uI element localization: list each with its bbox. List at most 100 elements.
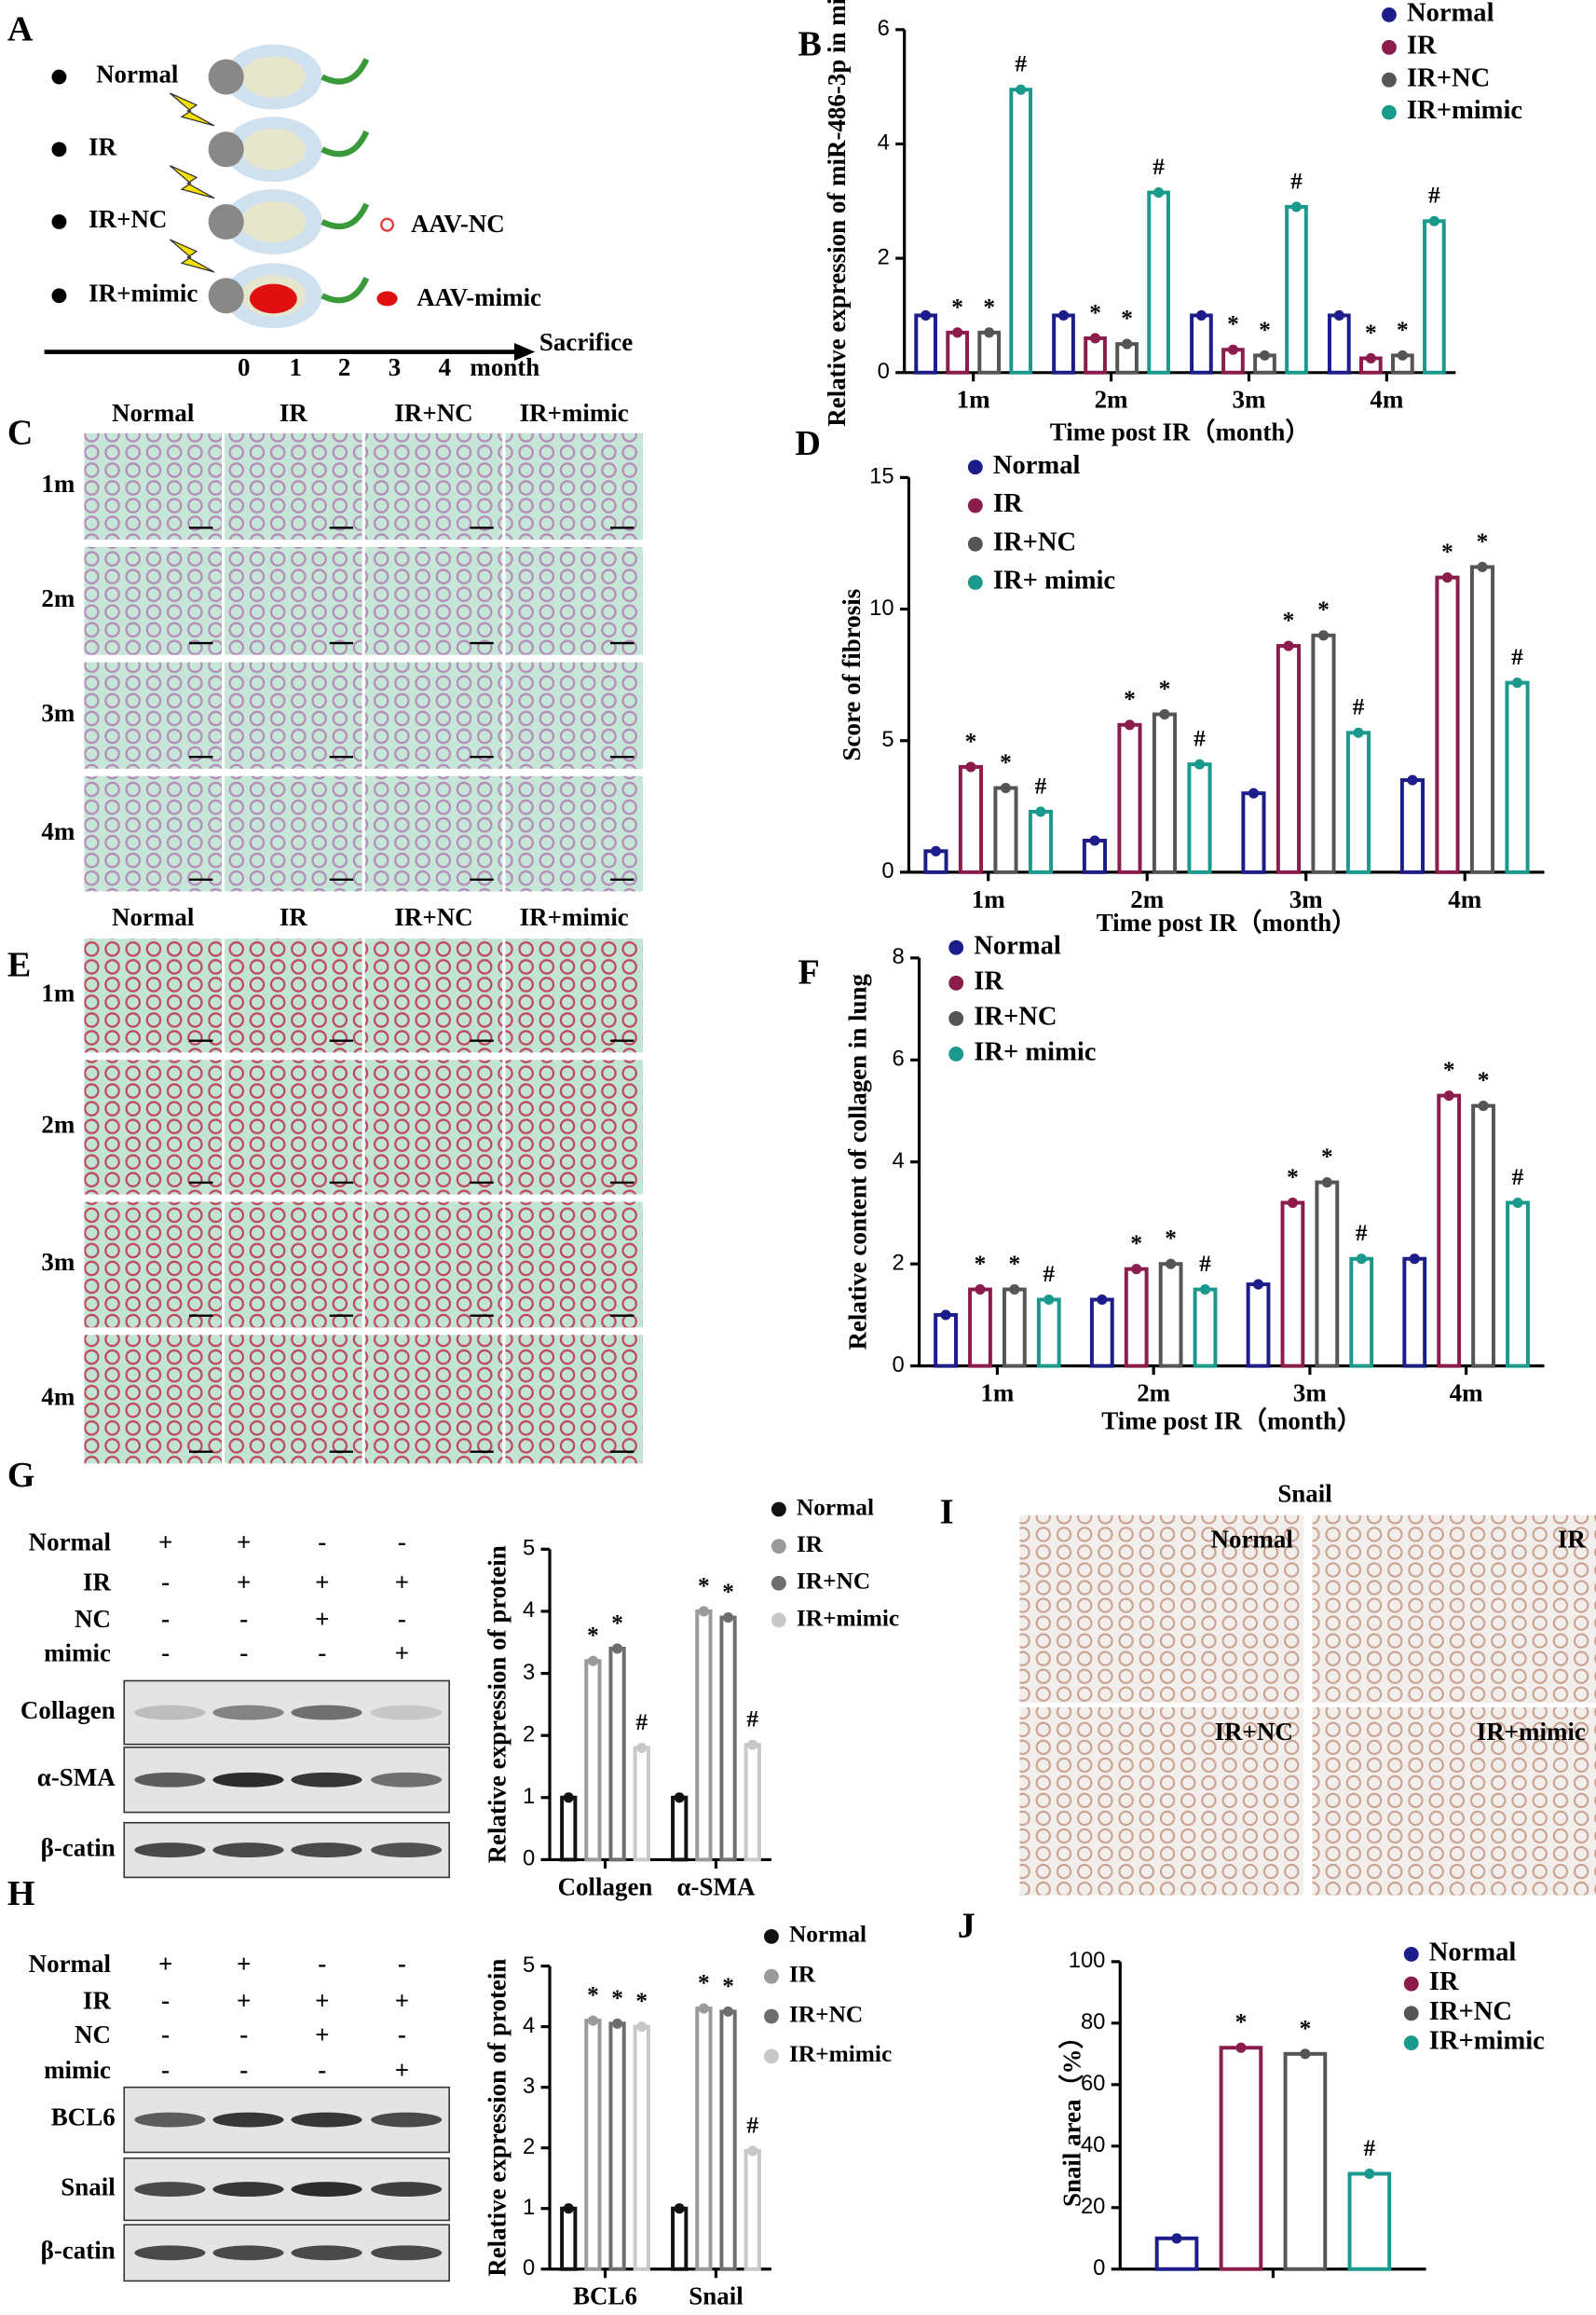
column-header: Normal bbox=[112, 903, 195, 931]
micrograph bbox=[364, 938, 503, 1053]
bar bbox=[1117, 722, 1142, 874]
tail bbox=[321, 58, 370, 85]
blot-band bbox=[212, 2245, 284, 2261]
micrograph bbox=[364, 546, 503, 655]
bar-dot bbox=[1287, 1197, 1298, 1209]
column-header: IR bbox=[280, 399, 307, 427]
bar bbox=[560, 1795, 578, 1862]
blot-band bbox=[134, 1705, 206, 1720]
protein-label: Collagen bbox=[20, 1696, 116, 1724]
legend-marker bbox=[948, 1047, 964, 1062]
significance-mark: * bbox=[698, 1970, 710, 1996]
significance-mark: * bbox=[1477, 528, 1489, 555]
condition-label: IR bbox=[83, 1568, 111, 1596]
significance-mark: # bbox=[1015, 51, 1027, 77]
bar-dot bbox=[1122, 338, 1133, 349]
condition-sign: - bbox=[161, 2056, 170, 2084]
condition-sign: + bbox=[237, 1568, 251, 1596]
significance-mark: # bbox=[1364, 2135, 1376, 2161]
micrograph bbox=[84, 1201, 222, 1328]
legend-marker bbox=[967, 536, 983, 552]
y-tick-label: 10 bbox=[869, 596, 893, 621]
bar-dot bbox=[1194, 759, 1206, 770]
y-tick-label: 0 bbox=[878, 359, 890, 384]
condition-sign: - bbox=[318, 1528, 326, 1556]
bar-dot bbox=[1166, 1258, 1177, 1269]
y-tick-label: 3 bbox=[523, 1660, 535, 1685]
legend-label: IR+mimic bbox=[1407, 96, 1522, 125]
bar-dot bbox=[1364, 2168, 1375, 2180]
row-label: 1m bbox=[41, 470, 75, 498]
blot-band bbox=[212, 2112, 284, 2128]
bar-dot bbox=[1409, 1253, 1420, 1265]
micrograph bbox=[84, 432, 222, 541]
legend-marker bbox=[1403, 1946, 1419, 1962]
bar-dot bbox=[1356, 1253, 1367, 1265]
legend-marker bbox=[771, 1501, 786, 1517]
legend-marker bbox=[948, 939, 964, 955]
y-tick-label: 1 bbox=[523, 1784, 535, 1809]
panel-letter: C bbox=[7, 414, 33, 453]
condition-sign: + bbox=[315, 1568, 329, 1596]
bar-dot bbox=[1089, 835, 1100, 846]
bar bbox=[1158, 1262, 1183, 1368]
bar bbox=[584, 2019, 602, 2271]
significance-mark: * bbox=[1317, 596, 1330, 623]
x-tick-label: Collagen bbox=[558, 1872, 653, 1900]
condition-label: NC bbox=[75, 1605, 111, 1633]
y-tick-label: 40 bbox=[1081, 2132, 1105, 2157]
micrograph bbox=[505, 775, 643, 892]
significance-mark: # bbox=[1511, 644, 1523, 670]
bar bbox=[633, 2024, 650, 2271]
bar bbox=[1009, 88, 1033, 375]
condition-sign: - bbox=[161, 1639, 170, 1667]
micrograph bbox=[225, 662, 362, 769]
legend-marker bbox=[1382, 7, 1397, 22]
condition-sign: + bbox=[315, 2020, 329, 2048]
legend-marker bbox=[967, 575, 983, 590]
y-tick-label: 6 bbox=[892, 1047, 904, 1072]
condition-sign: + bbox=[158, 1950, 172, 1978]
y-tick-label: 0 bbox=[523, 1846, 535, 1871]
bar bbox=[1469, 565, 1495, 874]
timeline-arrow bbox=[513, 343, 536, 362]
significance-mark: # bbox=[1043, 1261, 1055, 1287]
bar bbox=[1471, 1103, 1495, 1368]
protein-label: BCL6 bbox=[51, 2103, 116, 2131]
row-label: 1m bbox=[41, 979, 75, 1007]
row-label: 4m bbox=[41, 817, 75, 845]
bar-dot bbox=[1478, 1101, 1489, 1112]
panel-letter: J bbox=[958, 1907, 975, 1946]
timeline-tick: 0 bbox=[238, 353, 250, 381]
condition-sign: - bbox=[161, 1605, 170, 1633]
legend-marker bbox=[1382, 104, 1397, 120]
bar-dot bbox=[674, 1792, 685, 1803]
bolt bbox=[169, 165, 215, 199]
x-tick-label: 2m bbox=[1137, 1379, 1170, 1407]
micrograph bbox=[225, 938, 362, 1053]
significance-mark: * bbox=[1000, 749, 1012, 775]
x-tick-label: 3m bbox=[1289, 885, 1323, 913]
significance-mark: * bbox=[722, 1579, 734, 1605]
blot-band bbox=[212, 1705, 284, 1720]
y-tick-label: 4 bbox=[878, 130, 890, 156]
significance-mark: * bbox=[611, 1985, 623, 2011]
legend-label: IR bbox=[974, 966, 1003, 995]
group-label: IR+mimic bbox=[89, 279, 198, 307]
bar bbox=[695, 1609, 713, 1862]
condition-sign: - bbox=[161, 1568, 170, 1596]
x-tick-label: BCL6 bbox=[573, 2282, 637, 2310]
bar-dot bbox=[1235, 2042, 1247, 2053]
legend-label: Normal bbox=[789, 1922, 866, 1948]
y-tick-label: 15 bbox=[869, 464, 893, 489]
significance-mark: * bbox=[1478, 1067, 1490, 1093]
bar-dot bbox=[1195, 309, 1207, 321]
bar-dot bbox=[723, 1612, 734, 1623]
bar-dot bbox=[1353, 727, 1364, 738]
bar-dot bbox=[1333, 309, 1344, 321]
legend-marker bbox=[764, 1928, 779, 1944]
bullet bbox=[51, 214, 67, 229]
timeline-tick: 2 bbox=[338, 353, 350, 381]
significance-mark: * bbox=[1009, 1251, 1021, 1277]
micrograph bbox=[225, 1060, 362, 1195]
